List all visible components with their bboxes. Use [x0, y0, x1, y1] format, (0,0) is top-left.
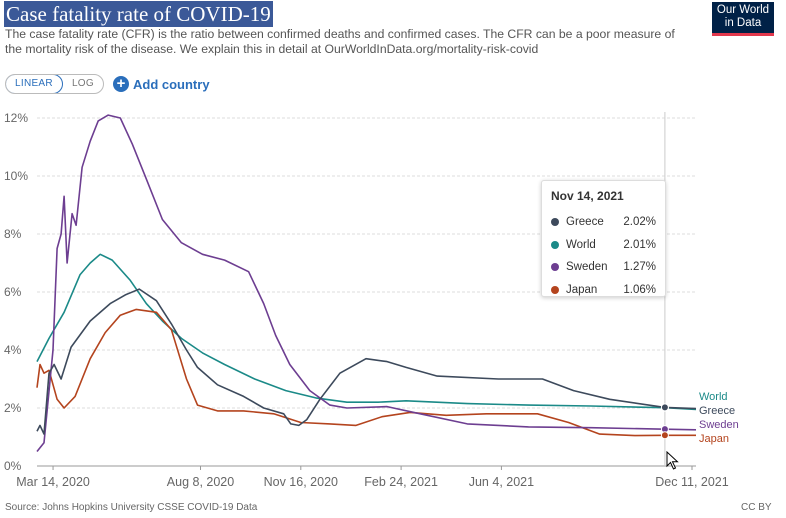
x-tick-label: Nov 16, 2020 [264, 475, 338, 489]
logo-line-2: in Data [724, 17, 762, 29]
x-tick-label: Jun 4, 2021 [469, 475, 534, 489]
y-tick-label: 2% [4, 401, 22, 415]
tooltip-name: World [566, 238, 596, 251]
tooltip-row-greece: Greece 2.02% [551, 211, 656, 234]
line-chart[interactable]: 0% 2% 4% 6% 8% 10% 12% Mar 14, 2020 Aug 8, 2020 N… [0, 100, 786, 500]
tooltip-value: 2.01% [623, 238, 656, 251]
log-scale-button[interactable]: LOG [71, 78, 94, 89]
y-tick-label: 8% [4, 227, 22, 241]
x-tick-label: Mar 14, 2020 [16, 475, 90, 489]
logo-accent-bar [712, 33, 774, 36]
add-country-button[interactable]: + Add country [113, 75, 210, 93]
tooltip-value: 1.06% [623, 283, 656, 296]
y-tick-label: 6% [4, 285, 22, 299]
series-line-japan [36, 308, 696, 437]
series-label-world: World [699, 391, 728, 403]
tooltip-date: Nov 14, 2021 [551, 189, 624, 203]
license-link[interactable]: CC BY [741, 502, 772, 513]
hover-dot-greece [660, 403, 669, 412]
series-line-greece [36, 288, 697, 435]
series-line-world [36, 253, 697, 411]
tooltip-row-japan: Japan 1.06% [551, 279, 656, 302]
logo-line-1: Our World [716, 4, 770, 16]
tooltip-dot-greece [551, 218, 559, 227]
series-line-sweden [36, 114, 697, 453]
chart-title: Case fatality rate of COVID-19 [4, 1, 273, 27]
tooltip-dot-sweden [551, 263, 559, 272]
tooltip-dot-japan [551, 285, 559, 294]
add-country-label: Add country [133, 76, 210, 92]
tooltip-dot-world [551, 240, 559, 249]
tooltip-name: Japan [566, 283, 598, 296]
series-label-japan: Japan [699, 433, 729, 445]
source-note[interactable]: Source: Johns Hopkins University CSSE CO… [5, 502, 258, 513]
tooltip-value: 2.02% [623, 216, 656, 229]
mouse-cursor-icon [666, 451, 679, 470]
tooltip-name: Sweden [566, 261, 608, 274]
tooltip-row-sweden: Sweden 1.27% [551, 256, 656, 279]
y-tick-label: 4% [4, 343, 22, 357]
hover-dot-japan [660, 431, 669, 440]
linear-scale-button[interactable]: LINEAR [5, 75, 63, 93]
plus-circle-icon: + [113, 76, 129, 92]
y-tick-label: 10% [4, 169, 28, 183]
x-tick-label: Feb 24, 2021 [364, 475, 438, 489]
scale-toggle: LINEAR LOG [5, 74, 104, 94]
owid-logo[interactable]: Our World in Data [712, 2, 774, 35]
x-tick-label: Aug 8, 2020 [167, 475, 234, 489]
tooltip-row-world: World 2.01% [551, 234, 656, 257]
y-tick-label: 0% [4, 459, 22, 473]
tooltip-name: Greece [566, 216, 604, 229]
series-label-sweden: Sweden [699, 419, 739, 431]
series-label-greece: Greece [699, 405, 735, 417]
y-tick-label: 12% [4, 111, 28, 125]
x-tick-label: Dec 11, 2021 [655, 475, 728, 489]
hover-tooltip: Nov 14, 2021 Greece 2.02% World 2.01% Sw… [541, 180, 666, 297]
chart-subtitle: The case fatality rate (CFR) is the rati… [5, 27, 675, 56]
tooltip-value: 1.27% [623, 261, 656, 274]
